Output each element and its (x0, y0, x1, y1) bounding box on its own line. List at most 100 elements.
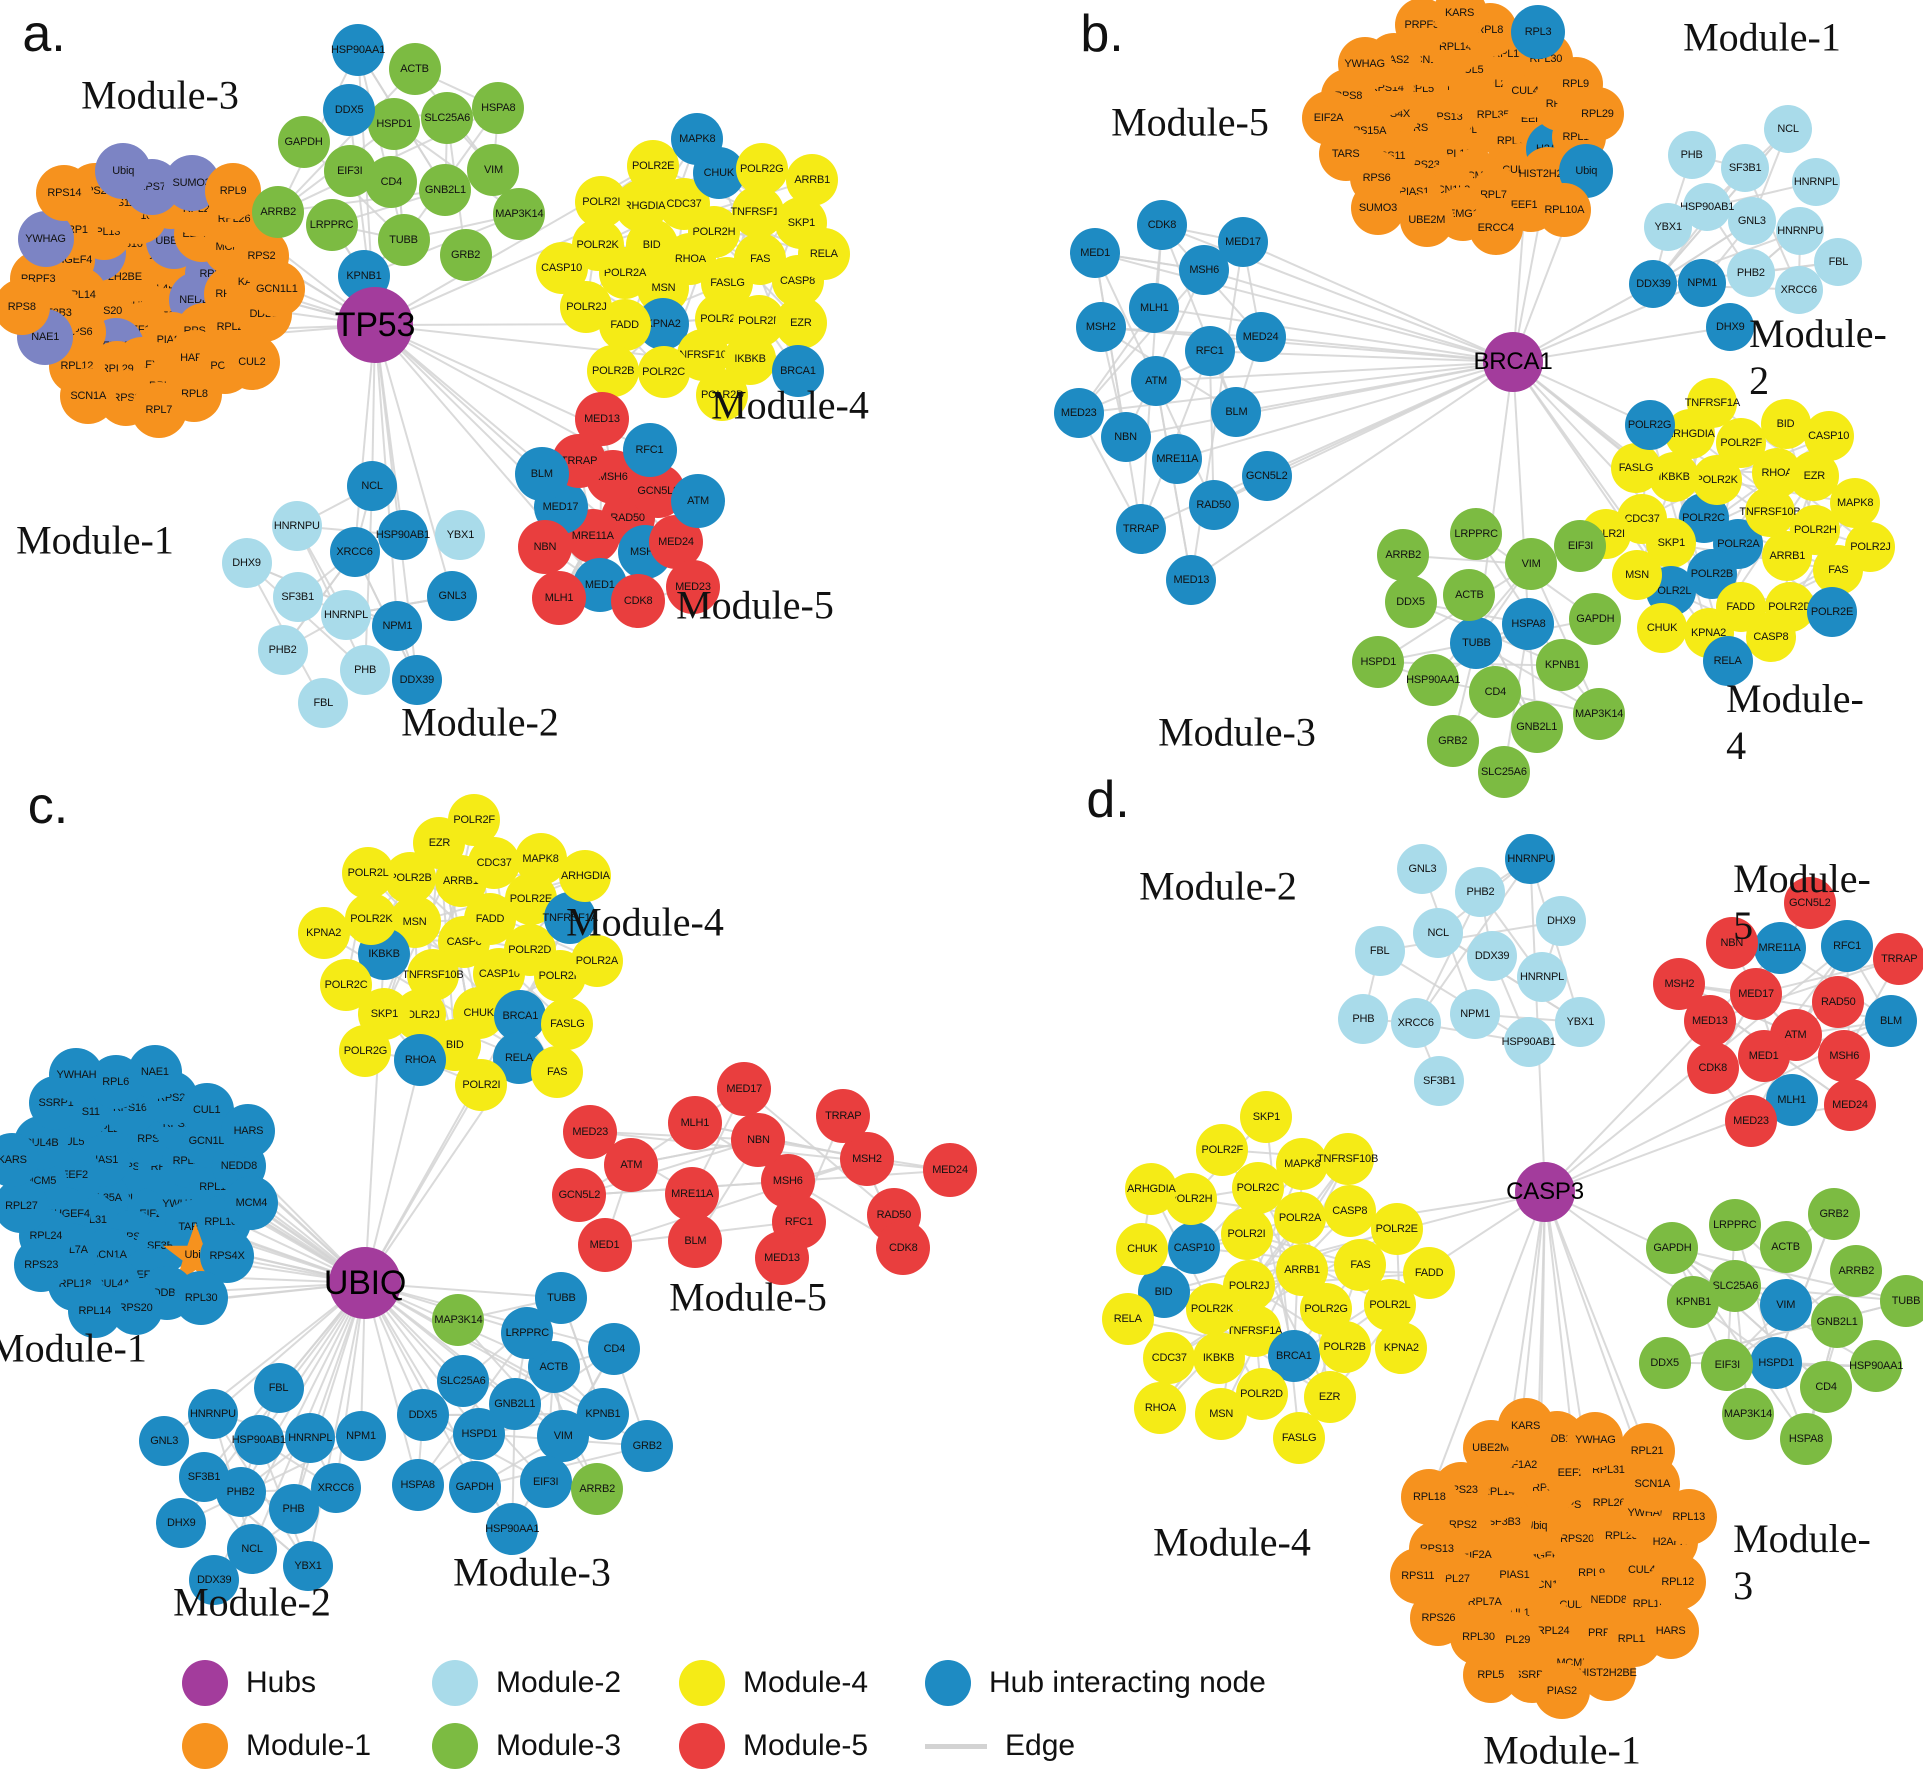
gene-node-polr2d[interactable]: POLR2D (696, 368, 749, 421)
gene-node-cd4[interactable]: CD4 (588, 1322, 641, 1375)
gene-node-tnfrsf1a[interactable]: TNFRSF1A (1685, 377, 1740, 428)
gene-node-blm[interactable]: BLM (514, 446, 569, 501)
gene-node-scn1a[interactable]: SCN1A (60, 367, 117, 424)
gene-node-polr2k[interactable]: POLR2K (345, 893, 398, 946)
gene-node-hnrnpl[interactable]: HNRNPL (1517, 952, 1568, 1003)
gene-node-cdk8[interactable]: CDK8 (611, 574, 666, 629)
gene-node-fbl[interactable]: FBL (1354, 925, 1405, 976)
gene-node-casp10[interactable]: CASP10 (1168, 1221, 1221, 1274)
gene-node-rpl5[interactable]: RPL5 (1462, 1646, 1519, 1703)
gene-node-dhx9[interactable]: DHX9 (1536, 896, 1587, 947)
gene-node-rpl12[interactable]: RPL12 (1649, 1554, 1706, 1611)
gene-node-map3k14[interactable]: MAP3K14 (1721, 1387, 1774, 1440)
gene-node-hsp90ab1[interactable]: HSP90AB1 (1502, 1017, 1556, 1068)
gene-node-hsp90aa1[interactable]: HSP90AA1 (1406, 653, 1460, 706)
gene-node-polr2h[interactable]: POLR2H (534, 950, 587, 1003)
gene-node-mre11a[interactable]: MRE11A (1152, 433, 1203, 484)
gene-node-xrcc6[interactable]: XRCC6 (1390, 998, 1441, 1049)
gene-node-gcn5l2[interactable]: GCN5L2 (552, 1168, 607, 1223)
gene-node-tnfrsf10b[interactable]: TNFRSF10B (673, 328, 734, 381)
gene-node-rps14[interactable]: RPS14 (36, 165, 93, 222)
gene-node-ddx5[interactable]: DDX5 (1384, 575, 1437, 628)
gene-node-atm[interactable]: ATM (671, 474, 726, 529)
gene-node-cdk8[interactable]: CDK8 (1686, 1041, 1739, 1094)
gene-node-fbl[interactable]: FBL (1814, 238, 1863, 287)
gene-node-arrb1[interactable]: ARRB1 (786, 153, 839, 206)
gene-node-med17[interactable]: MED17 (717, 1061, 772, 1116)
gene-node-brca1[interactable]: BRCA1 (771, 345, 824, 398)
gene-node-tubb[interactable]: TUBB (535, 1271, 588, 1324)
gene-node-ncl[interactable]: NCL (347, 461, 398, 512)
gene-node-hspa8[interactable]: HSPA8 (1502, 597, 1555, 650)
gene-node-rfc1[interactable]: RFC1 (1184, 326, 1235, 377)
gene-node-msn[interactable]: MSN (1612, 550, 1663, 601)
gene-node-rhoa[interactable]: RHOA (394, 1034, 447, 1087)
gene-node-ddx39[interactable]: DDX39 (1467, 930, 1518, 981)
gene-node-eif3i[interactable]: EIF3I (1701, 1338, 1754, 1391)
gene-node-med24[interactable]: MED24 (1235, 311, 1286, 362)
gene-node-ddx5[interactable]: DDX5 (396, 1389, 449, 1442)
gene-node-hnrnpl[interactable]: HNRNPL (285, 1413, 336, 1464)
gene-node-med17[interactable]: MED17 (1217, 217, 1268, 268)
gene-node-polr2b[interactable]: POLR2B (1318, 1320, 1371, 1373)
gene-node-nbn[interactable]: NBN (517, 519, 572, 574)
gene-node-gapdh[interactable]: GAPDH (277, 116, 330, 169)
gene-node-rpl9[interactable]: RPL9 (205, 163, 262, 220)
gene-node-ybx1[interactable]: YBX1 (435, 509, 486, 560)
gene-node-lrpprc[interactable]: LRPPRC (1450, 507, 1503, 560)
gene-node-gnl3[interactable]: GNL3 (1727, 196, 1776, 245)
gene-node-grb2[interactable]: GRB2 (439, 228, 492, 281)
gene-node-arhgdia[interactable]: ARHGDIA (1125, 1162, 1178, 1215)
gene-node-rpl29[interactable]: RPL29 (1570, 87, 1625, 142)
gene-node-mre11a[interactable]: MRE11A (565, 509, 620, 564)
gene-node-msh6[interactable]: MSH6 (1818, 1029, 1871, 1082)
gene-node-sf3b1[interactable]: SF3B1 (272, 572, 323, 623)
gene-node-actb[interactable]: ACTB (1443, 568, 1496, 621)
gene-node-fas[interactable]: FAS (1813, 545, 1864, 596)
gene-node-polr2g[interactable]: POLR2G (735, 143, 788, 196)
gene-node-actb[interactable]: ACTB (1759, 1220, 1812, 1273)
gene-node-ncl[interactable]: NCL (1413, 907, 1464, 958)
gene-node-sf3b1[interactable]: SF3B1 (1414, 1055, 1465, 1106)
gene-node-rpl13[interactable]: RPL13 (1660, 1488, 1717, 1545)
gene-node-kars[interactable]: KARS (1497, 1397, 1554, 1454)
gene-node-xrcc6[interactable]: XRCC6 (329, 527, 380, 578)
gene-node-atm[interactable]: ATM (604, 1137, 659, 1192)
gene-node-gcn5l2[interactable]: GCN5L2 (1241, 450, 1292, 501)
gene-node-grb2[interactable]: GRB2 (1808, 1187, 1861, 1240)
gene-node-gnl3[interactable]: GNL3 (427, 571, 478, 622)
gene-node-mapk8[interactable]: MAPK8 (514, 833, 567, 886)
gene-node-rfc1[interactable]: RFC1 (1821, 920, 1874, 973)
gene-node-sumo3[interactable]: SUMO3 (1350, 180, 1405, 235)
gene-node-med13[interactable]: MED13 (755, 1231, 809, 1286)
gene-node-ybx1[interactable]: YBX1 (283, 1541, 333, 1592)
gene-node-polr2a[interactable]: POLR2A (1273, 1191, 1326, 1244)
gene-node-gnl3[interactable]: GNL3 (139, 1416, 190, 1467)
gene-node-med1[interactable]: MED1 (1070, 227, 1121, 278)
gene-node-kpna2[interactable]: KPNA2 (297, 907, 350, 960)
gene-node-ubiq[interactable]: Ubiq (95, 143, 152, 200)
gene-node-hnrnpu[interactable]: HNRNPU (1505, 834, 1556, 885)
gene-node-ezr[interactable]: EZR (774, 297, 827, 350)
gene-node-polr2j[interactable]: POLR2J (1223, 1259, 1276, 1312)
gene-node-ddx39[interactable]: DDX39 (391, 654, 442, 705)
gene-node-blm[interactable]: BLM (1211, 387, 1262, 438)
gene-node-npm1[interactable]: NPM1 (335, 1410, 386, 1461)
gene-node-dhx9[interactable]: DHX9 (156, 1498, 207, 1549)
gene-node-rfc1[interactable]: RFC1 (622, 422, 677, 477)
gene-node-mcm4[interactable]: MCM4 (224, 1175, 279, 1230)
gene-node-ywhah[interactable]: YWHAH (49, 1047, 104, 1102)
gene-node-casp8[interactable]: CASP8 (1323, 1185, 1376, 1238)
gene-node-dhx9[interactable]: DHX9 (221, 537, 272, 588)
gene-node-ikbkb[interactable]: IKBKB (1192, 1332, 1245, 1385)
gene-node-polr2e[interactable]: POLR2E (1806, 586, 1857, 637)
gene-node-hspd1[interactable]: HSPD1 (368, 98, 421, 151)
gene-node-eif3i[interactable]: EIF3I (323, 145, 376, 198)
gene-node-ddx39[interactable]: DDX39 (1629, 260, 1678, 309)
gene-node-phb2[interactable]: PHB2 (1726, 249, 1775, 298)
gene-node-med13[interactable]: MED13 (574, 392, 629, 447)
gene-node-mre11a[interactable]: MRE11A (1753, 922, 1806, 975)
gene-node-mlh1[interactable]: MLH1 (1765, 1073, 1818, 1126)
gene-node-tnfrsf10b[interactable]: TNFRSF10B (1317, 1133, 1378, 1186)
gene-node-phb2[interactable]: PHB2 (1455, 867, 1506, 918)
